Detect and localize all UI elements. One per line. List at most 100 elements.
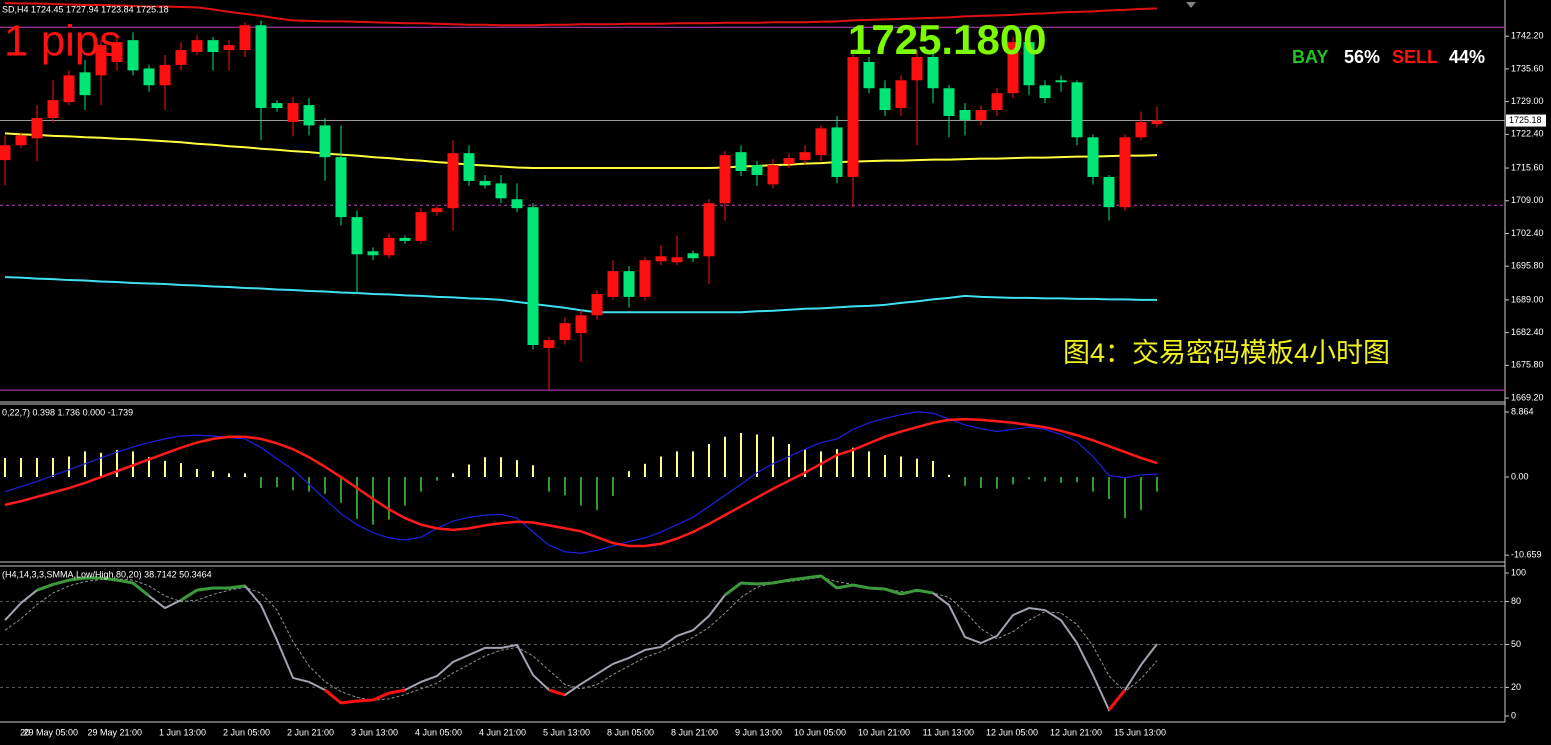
candle-body [735,152,747,172]
x-tick-label: 2 Jun 05:00 [223,727,270,737]
zone-segment [1107,689,1127,711]
x-tick-label: 29 May 05:00 [23,727,78,737]
x-tick-label: 29 May 21:00 [87,727,142,737]
x-tick-label: 10 Jun 05:00 [794,727,846,737]
candle-body [975,110,987,120]
histogram-bar [772,436,774,478]
candle-body [1023,42,1035,86]
y-tick-label: 1669.20 [1511,392,1544,402]
candle-body [655,256,667,262]
indicator-line [4,417,1158,548]
x-tick-label: 8 Jun 21:00 [671,727,718,737]
candle-body [783,158,795,165]
scroll-marker [1186,2,1196,8]
big-price: 1725.1800 [848,16,1047,63]
candle-body [1151,120,1163,125]
y-tick-label: 1735.60 [1511,63,1544,73]
zone-segment [788,576,806,582]
candle-body [767,165,779,185]
histogram-bar [484,457,486,478]
zone-segment [356,698,374,703]
candle-body [1071,82,1083,138]
symbol-header: SD,H4 1724.45 1727.94 1723.84 1725.18 [2,4,169,14]
histogram-bar [68,456,70,478]
y-tick-label: 20 [1511,682,1521,692]
y-tick-label: 1709.00 [1511,195,1544,205]
histogram-bar [708,444,710,478]
histogram-bar [580,477,582,506]
bay-percent: 56% [1344,47,1380,67]
histogram-bar [564,477,566,496]
candle-body [623,271,635,297]
candle-body [383,237,395,256]
candle-body [959,110,971,120]
candle-body [431,208,443,213]
candle-body [671,257,683,263]
histogram-bar [260,477,262,489]
candle-body [863,61,875,89]
histogram-bar [964,477,966,486]
candle-body [415,212,427,241]
x-tick-label: 9 Jun 13:00 [735,727,782,737]
candle-body [191,40,203,53]
zone-segment [100,576,118,582]
histogram-bar [1044,477,1046,482]
candle-body [15,135,27,146]
y-tick-label: 80 [1511,596,1521,606]
histogram-bar [388,477,390,520]
candle-body [463,153,475,181]
x-tick-label: 10 Jun 21:00 [858,727,910,737]
x-tick-label: 4 Jun 21:00 [479,727,526,737]
candle-body [47,100,59,118]
histogram-bar [884,455,886,478]
zone-segment [132,581,150,598]
histogram-bar [420,477,422,492]
candle-body [1007,42,1019,94]
histogram-bar [788,444,790,478]
histogram-bar [660,456,662,478]
histogram-bar [644,463,646,478]
last-price-box [1506,114,1546,127]
histogram-bar [900,456,902,478]
y-tick-label: 100 [1511,567,1526,577]
histogram-bar [1012,477,1014,485]
histogram-bar [980,477,982,489]
candle-body [399,237,411,241]
y-tick-label: 1722.40 [1511,129,1544,139]
histogram-bar [36,457,38,478]
x-tick-label: 5 Jun 13:00 [543,727,590,737]
sell-percent: 44% [1449,47,1485,67]
histogram-bar [724,436,726,478]
histogram-bar [228,473,230,478]
x-tick-label: 4 Jun 05:00 [415,727,462,737]
x-tick-label: 11 Jun 13:00 [923,727,974,737]
candle-body [127,40,139,71]
y-tick-label: 1729.00 [1511,96,1544,106]
candle-body [751,165,763,175]
zone-segment [228,584,246,590]
candle-body [991,93,1003,111]
candle-body [335,157,347,218]
candle-body [831,127,843,177]
zone-segment [916,588,934,595]
y-tick-label: 1675.80 [1511,360,1544,370]
histogram-bar [1140,477,1142,511]
candle-body [143,68,155,86]
candle-body [1103,176,1115,208]
overlay-line [4,132,1158,170]
histogram-bar [740,433,742,478]
histogram-bar [948,474,950,478]
candle-body [95,45,107,76]
zone-segment [836,583,854,590]
zone-segment [852,583,870,590]
x-tick-label: 8 Jun 05:00 [607,727,654,737]
zone-segment [900,588,918,596]
candle-body [943,88,955,116]
histogram-bar [676,451,678,478]
histogram-bar [148,457,150,478]
histogram-bar [20,457,22,478]
candle-body [879,88,891,111]
histogram-bar [804,449,806,478]
y-tick-label: 50 [1511,639,1521,649]
histogram-bar [436,477,438,481]
